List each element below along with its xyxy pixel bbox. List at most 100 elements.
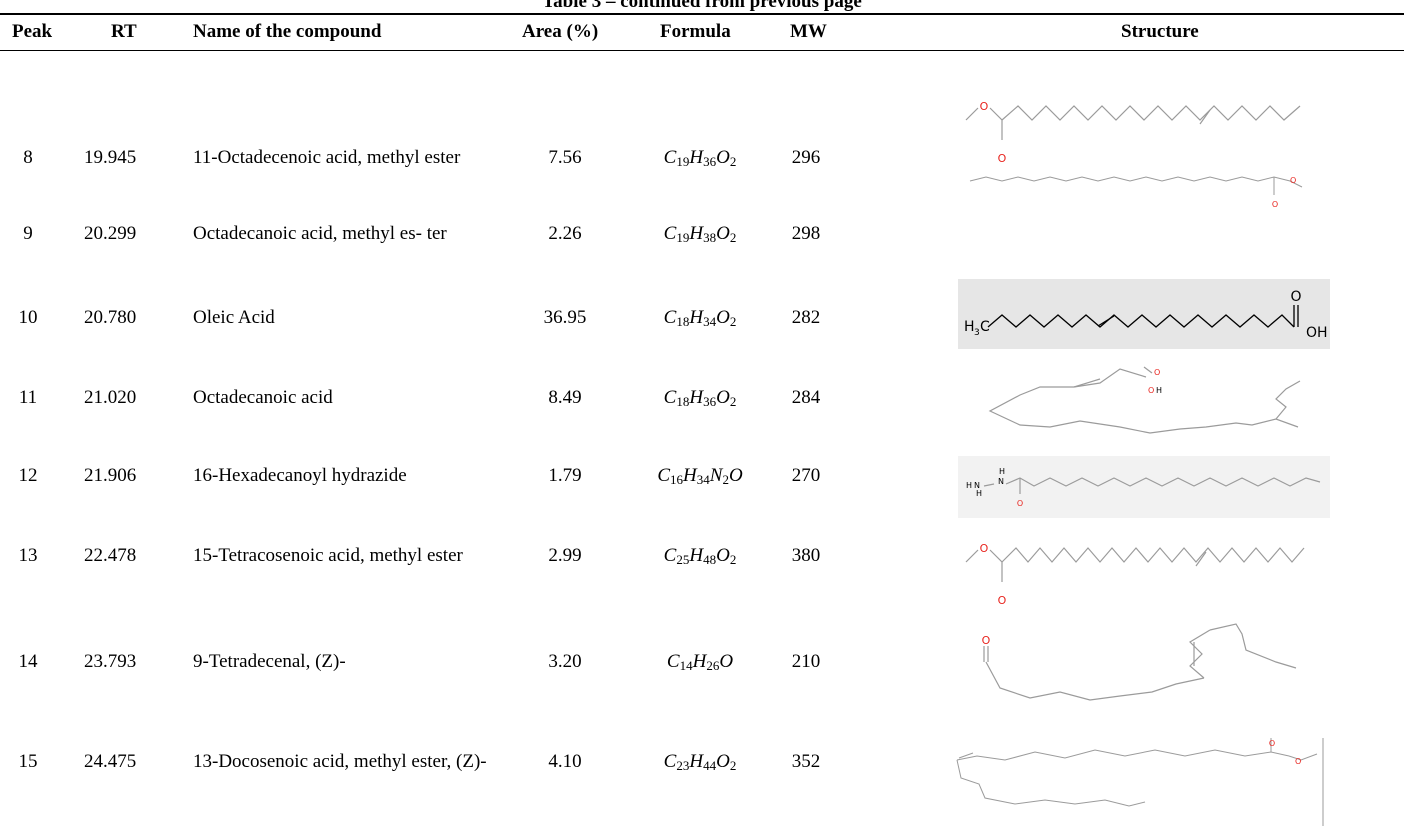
structure-carboxylic-acid-icon: O O H: [988, 366, 1301, 434]
header-area: Area (%): [522, 21, 599, 42]
peak-cell: 11: [18, 387, 38, 408]
mw-cell: 352: [791, 751, 821, 772]
formula-subscript: 19: [676, 154, 690, 169]
formula-subscript: 44: [703, 758, 717, 773]
structure-hydrazide-icon: H N H N H O: [966, 467, 1321, 508]
svg-text:O: O: [1295, 757, 1301, 766]
formula-element: H: [689, 545, 704, 566]
formula-cell: C25H48O2: [630, 544, 770, 568]
formula-cell: C18H36O2: [630, 386, 770, 410]
formula-element: N: [709, 465, 723, 486]
formula-element: O: [716, 545, 730, 566]
area-cell: 2.26: [548, 223, 582, 244]
formula-cell: C18H34O2: [630, 306, 770, 330]
header-structure: Structure: [1121, 21, 1199, 42]
formula-subscript: 34: [703, 314, 717, 329]
structure-panel: H 3 C O OH: [958, 279, 1330, 349]
rt-cell: 21.020: [84, 387, 137, 408]
formula-element: O: [716, 223, 730, 244]
svg-text:N: N: [974, 481, 980, 490]
formula-subscript: 38: [703, 230, 717, 245]
compound-name-cell: 11-Octadecenoic acid, methyl ester: [193, 147, 461, 168]
formula-element: O: [716, 387, 730, 408]
formula-subscript: 23: [676, 758, 690, 773]
compound-name-cell: Octadecanoic acid: [193, 387, 333, 408]
svg-text:O: O: [1148, 386, 1154, 395]
peak-cell: 15: [18, 751, 38, 772]
formula-element: C: [663, 751, 677, 772]
peak-cell: 12: [18, 465, 38, 486]
svg-text:H: H: [966, 481, 972, 490]
peak-cell: 8: [23, 147, 33, 168]
formula-element: O: [716, 751, 730, 772]
formula-subscript: 36: [703, 154, 717, 169]
structure-carboxylic-acid-icon: H 3 C O OH: [964, 289, 1328, 341]
formula-subscript: 2: [729, 758, 737, 773]
svg-text:O: O: [998, 152, 1007, 165]
formula-subscript: 36: [703, 394, 717, 409]
rt-cell: 21.906: [84, 465, 137, 486]
area-cell: 7.56: [548, 147, 582, 168]
formula-subscript: 2: [729, 394, 737, 409]
formula-subscript: 2: [729, 154, 737, 169]
peak-cell: 9: [23, 223, 33, 244]
formula-cell: C16H34N2O: [630, 464, 770, 488]
svg-text:N: N: [998, 477, 1004, 486]
formula-subscript: 19: [676, 230, 690, 245]
svg-text:O: O: [980, 100, 989, 113]
header-mw: MW: [790, 21, 827, 42]
formula-element: H: [689, 147, 704, 168]
mw-cell: 296: [791, 147, 821, 168]
header-name: Name of the compound: [193, 21, 382, 42]
mw-cell: 282: [791, 307, 821, 328]
table-top-rule: [0, 13, 1404, 15]
formula-element: C: [663, 545, 677, 566]
structure-methyl-ester-icon: O O: [965, 100, 1301, 165]
structure-methyl-ester-icon: O O: [956, 738, 1324, 826]
formula-element: C: [663, 387, 677, 408]
formula-element: C: [663, 223, 677, 244]
compound-name-cell: Octadecanoic acid, methyl es- ter: [193, 223, 447, 244]
formula-element: H: [689, 387, 704, 408]
rt-cell: 24.475: [84, 751, 137, 772]
svg-text:H: H: [976, 489, 982, 498]
structure-methyl-ester-icon: O O: [965, 542, 1305, 607]
formula-cell: C23H44O2: [630, 750, 770, 774]
compound-name-cell: 15-Tetracosenoic acid, methyl ester: [193, 545, 463, 566]
rt-cell: 20.780: [84, 307, 137, 328]
compound-name-cell: Oleic Acid: [193, 307, 275, 328]
svg-text:O: O: [1269, 739, 1275, 748]
mw-cell: 298: [791, 223, 821, 244]
svg-text:C: C: [980, 319, 990, 335]
formula-subscript: 2: [722, 472, 729, 487]
formula-subscript: 25: [676, 552, 690, 567]
structure-methyl-ester-icon: O O: [969, 176, 1303, 209]
mw-cell: 270: [791, 465, 821, 486]
area-cell: 2.99: [548, 545, 582, 566]
svg-text:3: 3: [974, 328, 980, 338]
mw-cell: 284: [791, 387, 821, 408]
svg-text:O: O: [1017, 499, 1023, 508]
formula-element: H: [683, 465, 697, 486]
rt-cell: 23.793: [84, 651, 137, 672]
peak-cell: 10: [18, 307, 38, 328]
header-formula: Formula: [660, 21, 731, 42]
area-cell: 8.49: [548, 387, 582, 408]
svg-text:O: O: [982, 634, 991, 647]
area-cell: 4.10: [548, 751, 582, 772]
formula-cell: C19H38O2: [630, 222, 770, 246]
svg-text:O: O: [998, 594, 1007, 607]
formula-cell: C19H36O2: [630, 146, 770, 170]
formula-subscript: 18: [676, 394, 690, 409]
rt-cell: 19.945: [84, 147, 137, 168]
svg-text:OH: OH: [1306, 325, 1328, 341]
formula-subscript: 2: [729, 552, 737, 567]
area-cell: 36.95: [543, 307, 587, 328]
mw-cell: 380: [791, 545, 821, 566]
table-caption: Table 3 – continued from previous page: [542, 0, 862, 12]
mw-cell: 210: [791, 651, 821, 672]
structure-aldehyde-icon: O: [982, 623, 1297, 701]
formula-element: C: [663, 307, 677, 328]
table-header-rule: [0, 50, 1404, 51]
compound-name-cell: 13-Docosenoic acid, methyl ester, (Z)-: [193, 751, 487, 772]
